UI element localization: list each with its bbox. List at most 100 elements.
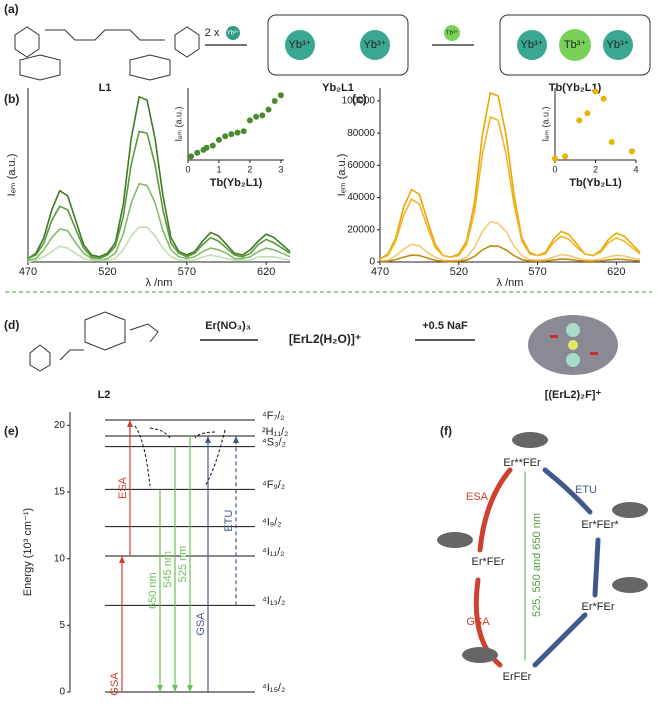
data-point	[228, 131, 235, 138]
spectrum-line	[27, 130, 291, 260]
spectrum-line	[27, 182, 291, 262]
level-label: ⁴I₁₅/₂	[262, 682, 285, 694]
ion-ball	[559, 29, 591, 61]
y-tick-label: 40000	[347, 192, 375, 203]
x-axis-label: λ /nm	[497, 277, 524, 289]
compound-label: L2	[98, 389, 111, 401]
state-node: Er*FEr	[472, 556, 505, 568]
x-tick-label: 470	[19, 266, 37, 278]
arrowhead	[127, 420, 133, 427]
x-tick-label: 0	[185, 164, 190, 174]
y-axis-label: Energy (10³ cm⁻¹)	[22, 508, 34, 596]
arrow-label: ETU	[575, 484, 597, 496]
data-point	[592, 88, 599, 95]
complex-sketch	[267, 14, 409, 76]
arrowhead	[157, 685, 163, 692]
x-tick-label: 470	[371, 266, 389, 278]
ion-label: Yb³⁺	[521, 39, 544, 51]
panel-label: (f)	[440, 424, 452, 438]
transition-label: GSA	[195, 612, 207, 636]
data-point	[222, 133, 229, 140]
x-tick-label: 0	[552, 164, 557, 174]
y-tick-label: 15	[54, 487, 66, 498]
ion-label: Yb³⁺	[364, 39, 387, 51]
level-label: ⁴I₉/₂	[262, 517, 281, 529]
y-tick-label: 20	[54, 420, 66, 431]
reagent: Er(NO₃)₃	[205, 320, 251, 332]
data-point	[188, 153, 195, 160]
transition-label: 525 nm	[177, 546, 189, 583]
spectrum-line	[379, 115, 641, 260]
data-point	[240, 128, 247, 135]
inset-title: Tb(Yb₂L1)	[569, 177, 622, 189]
level-label: ⁴F₉/₂	[262, 479, 285, 491]
level-label: ²H₁₁/₂	[262, 426, 288, 438]
data-point	[271, 97, 278, 104]
compound-label: [(ErL2)₂F]⁺	[545, 389, 602, 401]
y-tick-label: 100000	[342, 96, 376, 107]
data-point	[253, 113, 260, 120]
compound-label: L1	[99, 82, 112, 94]
y-tick-label: 20000	[347, 224, 375, 235]
data-point	[234, 129, 241, 136]
y-tick-label: 5	[59, 620, 65, 631]
x-tick-label: 570	[528, 266, 546, 278]
x-tick-label: 570	[178, 266, 196, 278]
y-tick-label: 60000	[347, 160, 375, 171]
y-axis-label: Iₑₘ (a.u.)	[336, 154, 348, 197]
data-point	[576, 117, 583, 124]
transition-label: GSA	[109, 672, 121, 696]
spectrum-line	[379, 220, 641, 262]
x-tick-label: 620	[257, 266, 275, 278]
panel-label: (b)	[4, 92, 19, 106]
level-label: ⁴F₇/₂	[262, 410, 285, 422]
arrowhead	[205, 436, 211, 443]
y-tick-label: 0	[59, 687, 65, 698]
state-node: Er*FEr	[582, 601, 615, 613]
state-node: Er*FEr*	[581, 519, 619, 531]
level-label: ⁴I₁₃/₂	[262, 595, 285, 607]
x-tick-label: 1	[216, 164, 221, 174]
state-node: ErFEr	[503, 671, 532, 683]
ion-label: Yb³⁺	[289, 39, 312, 51]
x-tick-label: 3	[278, 164, 283, 174]
ion-ball	[603, 30, 633, 60]
arrow-label: GSA	[466, 616, 490, 628]
data-point	[215, 136, 222, 143]
arrow-label: 525, 550 and 650 nm	[531, 513, 543, 617]
data-point	[628, 148, 635, 155]
arrow-label: ESA	[466, 491, 489, 503]
arrowhead	[187, 685, 193, 692]
x-tick-label: 520	[98, 266, 116, 278]
ion-ball	[517, 30, 547, 60]
ion-label: Yb³⁺	[227, 30, 240, 37]
transition-label: ETU	[223, 510, 235, 532]
ion-ball	[285, 30, 315, 60]
ion-ball	[226, 26, 240, 40]
spectrum-line	[27, 226, 291, 263]
x-tick-label: 2	[247, 164, 252, 174]
transition-label: 545 nm	[162, 551, 174, 588]
x-tick-label: 2	[593, 164, 598, 174]
y-tick-label: 80000	[347, 128, 375, 139]
data-point	[562, 153, 569, 160]
ion-label: Tb³⁺	[564, 39, 587, 51]
ion-ball	[360, 30, 390, 60]
arrowhead	[119, 556, 125, 563]
data-point	[277, 92, 284, 99]
inset-title: Tb(Yb₂L1)	[210, 177, 263, 189]
transition-label: 650 nm	[147, 572, 159, 609]
compound-label: Tb(Yb₂L1)	[549, 82, 602, 94]
reagent: +0.5 NaF	[422, 320, 468, 332]
data-point	[584, 110, 591, 117]
x-tick-label: 520	[450, 266, 468, 278]
data-point	[259, 112, 266, 119]
ion-label: Yb³⁺	[607, 39, 630, 51]
data-point	[265, 106, 272, 113]
ligand-sketch	[14, 26, 200, 81]
y-tick-label: 0	[369, 257, 375, 268]
spectrum-line	[379, 245, 641, 263]
arrowhead	[233, 436, 239, 443]
data-point	[552, 155, 558, 162]
